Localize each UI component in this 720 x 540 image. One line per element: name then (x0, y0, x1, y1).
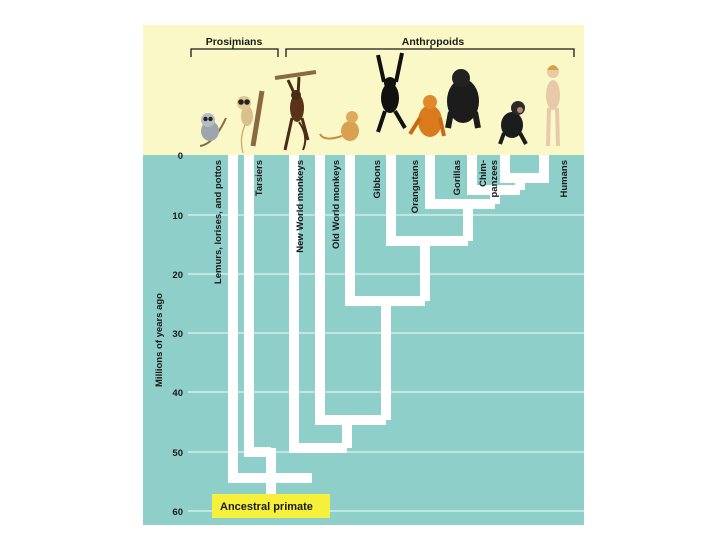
taxon-label-new-world-monkeys: New World monkeys (295, 160, 306, 253)
axis-tick-50: 50 (172, 448, 183, 459)
taxon-label-chimpanzees-line1: Chim- (478, 160, 489, 187)
axis-tick-30: 30 (172, 329, 183, 340)
ancestral-primate-box (212, 494, 330, 518)
axis-tick-10: 10 (172, 211, 183, 222)
ancestral-primate-label: Ancestral primate (220, 501, 313, 513)
orangutan-icon (408, 95, 446, 137)
tarsier-icon (237, 90, 265, 154)
tree-branches (228, 155, 549, 510)
branch-gibbons (345, 155, 425, 306)
taxon-label-old-world-monkeys: Old World monkeys (331, 160, 342, 249)
gorilla-icon (445, 69, 481, 129)
axis-tick-0: 0 (178, 151, 183, 162)
prosimians-label: Prosimians (206, 36, 263, 48)
taxon-label-gorillas: Gorillas (452, 160, 463, 195)
axis-ticks: 0 10 20 30 40 50 60 (172, 151, 183, 518)
human-icon (546, 65, 560, 147)
taxon-label-orangutans: Orangutans (410, 160, 421, 213)
branch-chimpanzees (467, 155, 520, 195)
axis-tick-40: 40 (172, 388, 183, 399)
tree-panel (143, 155, 584, 525)
axis-tick-20: 20 (172, 270, 183, 281)
branch-old-world-monkeys (315, 155, 386, 425)
branch-gorillas (425, 155, 495, 209)
macaque-icon (319, 111, 359, 141)
axis-label: Millions of years ago (154, 293, 165, 387)
taxon-label-gibbons: Gibbons (372, 160, 383, 199)
anthropoids-bracket (285, 45, 575, 57)
taxon-labels: Lemurs, lorises, and pottos Tarsiers New… (213, 160, 570, 284)
taxon-label-lemurs: Lemurs, lorises, and pottos (213, 160, 224, 284)
taxon-label-tarsiers: Tarsiers (254, 160, 265, 196)
branch-lemurs (228, 155, 312, 483)
branch-new-world-monkeys (289, 155, 347, 453)
group-brackets (190, 45, 575, 57)
chimpanzee-icon (498, 101, 528, 145)
gibbon-icon (376, 52, 407, 133)
taxon-label-humans: Humans (559, 160, 570, 197)
anthropoids-label: Anthropoids (402, 36, 465, 48)
axis-tick-60: 60 (172, 507, 183, 518)
prosimians-bracket (190, 45, 279, 57)
branch-orangutans (386, 155, 468, 246)
taxon-label-chimpanzees-line2: panzees (489, 160, 500, 198)
lemur-icon (199, 113, 227, 147)
spider-monkey-icon (274, 70, 317, 151)
branch-tarsiers (244, 155, 271, 457)
